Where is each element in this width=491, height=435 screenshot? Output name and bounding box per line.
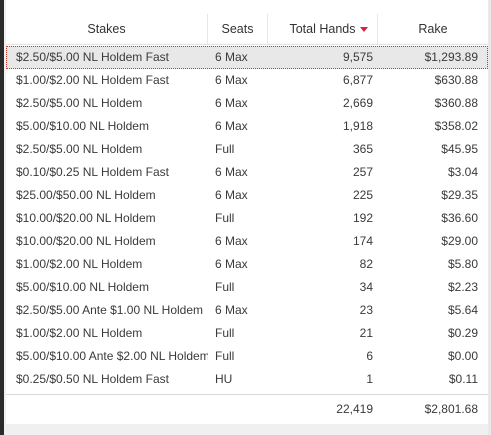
seats-cell: 6 Max bbox=[215, 303, 248, 317]
rake-cell: $0.29 bbox=[447, 326, 478, 340]
stakes-cell: $25.00/$50.00 NL Holdem bbox=[16, 188, 156, 202]
table-row[interactable]: $0.25/$0.50 NL Holdem Fast HU 1 $0.11 bbox=[6, 368, 488, 391]
table-row[interactable]: $10.00/$20.00 NL Holdem Full 192 $36.60 bbox=[6, 207, 488, 230]
column-header-seats[interactable]: Seats bbox=[208, 14, 268, 44]
stakes-cell: $2.50/$5.00 Ante $1.00 NL Holdem bbox=[16, 303, 204, 317]
seats-cell: Full bbox=[215, 326, 235, 340]
total-hands-cell: 257 bbox=[352, 165, 373, 179]
table-totals-row: 22,419 $2,801.68 bbox=[6, 394, 488, 424]
table-row[interactable]: $2.50/$5.00 NL Holdem Fast 6 Max 9,575 $1,2… bbox=[6, 46, 488, 69]
stakes-cell: $5.00/$10.00 NL Holdem bbox=[16, 119, 149, 133]
stakes-report-table: Stakes Seats Total Hands Rake $2.50/$5.0… bbox=[6, 0, 488, 424]
table-header: Stakes Seats Total Hands Rake bbox=[6, 14, 488, 45]
rake-cell: $5.80 bbox=[447, 257, 478, 271]
totals-stakes-cell bbox=[6, 395, 208, 424]
seats-cell: 6 Max bbox=[215, 188, 248, 202]
rake-cell: $360.88 bbox=[434, 96, 478, 110]
seats-cell: Full bbox=[215, 211, 235, 225]
seats-cell: 6 Max bbox=[215, 96, 248, 110]
total-hands-cell: 6 bbox=[366, 349, 373, 363]
rake-cell: $45.95 bbox=[441, 142, 478, 156]
stakes-cell: $10.00/$20.00 NL Holdem bbox=[16, 211, 156, 225]
rake-cell: $3.04 bbox=[447, 165, 478, 179]
total-hands-cell: 34 bbox=[359, 280, 373, 294]
column-header-label: Total Hands bbox=[289, 22, 356, 36]
table-row[interactable]: $5.00/$10.00 Ante $2.00 NL Holdem Full 6 $0… bbox=[6, 345, 488, 368]
table-row[interactable]: $2.50/$5.00 NL Holdem 6 Max 2,669 $360.88 bbox=[6, 92, 488, 115]
total-hands-cell: 365 bbox=[352, 142, 373, 156]
column-header-label: Seats bbox=[221, 22, 254, 36]
total-hands-value: 22,419 bbox=[336, 402, 373, 416]
rake-cell: $5.64 bbox=[447, 303, 478, 317]
total-hands-cell: 9,575 bbox=[342, 50, 373, 64]
stakes-cell: $1.00/$2.00 NL Holdem Fast bbox=[16, 73, 169, 87]
stakes-cell: $0.25/$0.50 NL Holdem Fast bbox=[16, 372, 169, 386]
total-hands-cell: 225 bbox=[352, 188, 373, 202]
seats-cell: 6 Max bbox=[215, 234, 248, 248]
total-hands-cell: 6,877 bbox=[342, 73, 373, 87]
stakes-cell: $2.50/$5.00 NL Holdem bbox=[16, 96, 143, 110]
seats-cell: 6 Max bbox=[215, 257, 248, 271]
column-header-total-hands[interactable]: Total Hands bbox=[268, 14, 378, 44]
scrollbar-track[interactable] bbox=[488, 0, 491, 435]
table-row[interactable]: $1.00/$2.00 NL Holdem Fast 6 Max 6,877 $630… bbox=[6, 69, 488, 92]
seats-cell: 6 Max bbox=[215, 73, 248, 87]
rake-cell: $0.11 bbox=[448, 372, 478, 386]
rake-cell: $358.02 bbox=[434, 119, 478, 133]
column-header-stakes[interactable]: Stakes bbox=[6, 14, 208, 44]
rake-cell: $630.88 bbox=[434, 73, 478, 87]
seats-cell: 6 Max bbox=[215, 119, 248, 133]
table-row[interactable]: $1.00/$2.00 NL Holdem Full 21 $0.29 bbox=[6, 322, 488, 345]
table-row[interactable]: $2.50/$5.00 Ante $1.00 NL Holdem 6 Max 23 $… bbox=[6, 299, 488, 322]
seats-cell: Full bbox=[215, 349, 235, 363]
total-hands-cell: 174 bbox=[352, 234, 373, 248]
table-row[interactable]: $25.00/$50.00 NL Holdem 6 Max 225 $29.35 bbox=[6, 184, 488, 207]
total-hands-cell: 1 bbox=[366, 372, 373, 386]
window-edge bbox=[0, 0, 4, 435]
seats-cell: Full bbox=[215, 280, 235, 294]
total-rake-value: $2,801.68 bbox=[424, 402, 478, 416]
stakes-cell: $0.10/$0.25 NL Holdem Fast bbox=[16, 165, 169, 179]
column-header-rake[interactable]: Rake bbox=[378, 14, 488, 44]
total-hands-cell: 1,918 bbox=[342, 119, 373, 133]
table-body: $2.50/$5.00 NL Holdem Fast 6 Max 9,575 $1,2… bbox=[6, 46, 488, 391]
table-row[interactable]: $5.00/$10.00 NL Holdem Full 34 $2.23 bbox=[6, 276, 488, 299]
seats-cell: 6 Max bbox=[215, 165, 248, 179]
sort-descending-icon bbox=[360, 27, 368, 32]
rake-cell: $29.00 bbox=[441, 234, 478, 248]
rake-cell: $2.23 bbox=[447, 280, 478, 294]
table-row[interactable]: $1.00/$2.00 NL Holdem 6 Max 82 $5.80 bbox=[6, 253, 488, 276]
stakes-cell: $2.50/$5.00 NL Holdem bbox=[16, 142, 143, 156]
stakes-cell: $1.00/$2.00 NL Holdem bbox=[16, 326, 143, 340]
seats-cell: HU bbox=[215, 372, 233, 386]
stakes-cell: $10.00/$20.00 NL Holdem bbox=[16, 234, 156, 248]
total-hands-cell: 21 bbox=[359, 326, 373, 340]
seats-cell: 6 Max bbox=[215, 50, 248, 64]
column-header-label: Stakes bbox=[87, 22, 126, 36]
table-row[interactable]: $10.00/$20.00 NL Holdem 6 Max 174 $29.00 bbox=[6, 230, 488, 253]
seats-cell: Full bbox=[215, 142, 235, 156]
total-hands-cell: 82 bbox=[359, 257, 373, 271]
rake-cell: $1,293.89 bbox=[424, 50, 478, 64]
rake-cell: $29.35 bbox=[441, 188, 478, 202]
total-hands-cell: 192 bbox=[352, 211, 373, 225]
rake-cell: $0.00 bbox=[447, 349, 478, 363]
table-row[interactable]: $5.00/$10.00 NL Holdem 6 Max 1,918 $358.02 bbox=[6, 115, 488, 138]
total-hands-cell: 23 bbox=[359, 303, 373, 317]
stakes-cell: $5.00/$10.00 Ante $2.00 NL Holdem bbox=[16, 349, 208, 363]
column-header-label: Rake bbox=[418, 22, 448, 36]
total-hands-cell: 2,669 bbox=[342, 96, 373, 110]
table-row[interactable]: $2.50/$5.00 NL Holdem Full 365 $45.95 bbox=[6, 138, 488, 161]
stakes-cell: $2.50/$5.00 NL Holdem Fast bbox=[16, 50, 169, 64]
stakes-cell: $1.00/$2.00 NL Holdem bbox=[16, 257, 143, 271]
rake-cell: $36.60 bbox=[441, 211, 478, 225]
stakes-cell: $5.00/$10.00 NL Holdem bbox=[16, 280, 149, 294]
totals-seats-cell bbox=[208, 395, 268, 424]
table-row[interactable]: $0.10/$0.25 NL Holdem Fast 6 Max 257 $3.04 bbox=[6, 161, 488, 184]
